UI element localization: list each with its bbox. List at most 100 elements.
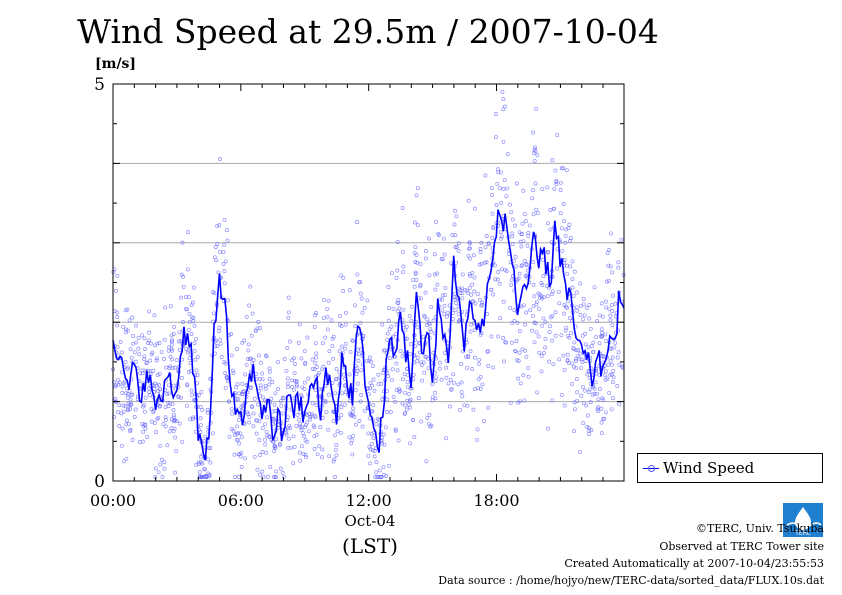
scatter-point — [499, 267, 504, 272]
scatter-point — [119, 411, 124, 416]
scatter-point — [533, 321, 538, 326]
scatter-point — [113, 397, 118, 401]
scatter-point — [298, 458, 303, 463]
scatter-point — [320, 341, 325, 346]
scatter-point — [221, 261, 226, 266]
scatter-point — [594, 391, 599, 396]
scatter-point — [586, 345, 591, 350]
scatter-point — [339, 413, 344, 417]
scatter-point — [171, 429, 176, 434]
scatter-point — [140, 371, 145, 376]
scatter-point — [225, 238, 230, 243]
scatter-point — [157, 341, 162, 345]
scatter-point — [385, 410, 390, 414]
scatter-point — [443, 285, 448, 290]
scatter-point — [292, 444, 297, 449]
scatter-point — [274, 437, 279, 442]
scatter-point — [539, 369, 544, 374]
scatter-point — [285, 346, 290, 350]
scatter-point — [414, 277, 419, 282]
scatter-point — [478, 386, 483, 391]
scatter-point — [427, 273, 432, 278]
scatter-point — [583, 331, 588, 336]
scatter-point — [343, 341, 348, 346]
scatter-point — [494, 135, 498, 140]
scatter-point — [591, 349, 596, 354]
scatter-point — [130, 438, 135, 442]
scatter-point — [312, 367, 317, 372]
scatter-point — [413, 270, 418, 275]
scatter-point — [154, 430, 158, 435]
scatter-point — [377, 468, 382, 473]
scatter-point — [186, 327, 191, 332]
scatter-point — [124, 418, 129, 423]
scatter-point — [289, 385, 294, 389]
scatter-point — [353, 422, 358, 427]
scatter-point — [559, 392, 564, 397]
scatter-point — [299, 444, 304, 449]
scatter-point — [286, 295, 291, 300]
scatter-point — [610, 380, 615, 385]
scatter-point — [583, 388, 588, 393]
scatter-point — [531, 304, 536, 309]
scatter-point — [379, 475, 384, 479]
scatter-point — [301, 452, 306, 457]
scatter-point — [362, 306, 367, 311]
scatter-point — [485, 349, 490, 354]
scatter-point — [242, 338, 247, 343]
scatter-point — [257, 438, 262, 442]
scatter-point — [357, 419, 362, 423]
scatter-point — [513, 349, 518, 354]
scatter-point — [223, 259, 228, 264]
credit-site: Observed at TERC Tower site — [659, 540, 824, 553]
scatter-point — [592, 285, 597, 290]
scatter-point — [184, 403, 189, 408]
scatter-point — [586, 425, 591, 430]
scatter-point — [608, 372, 613, 377]
scatter-point — [616, 350, 621, 355]
scatter-point — [579, 393, 584, 398]
scatter-point — [254, 431, 259, 436]
scatter-point — [535, 210, 540, 215]
scatter-point — [565, 352, 570, 357]
scatter-point — [169, 333, 174, 338]
scatter-point — [370, 448, 375, 453]
scatter-point — [517, 271, 522, 276]
scatter-point — [510, 234, 515, 239]
scatter-point — [194, 368, 199, 373]
axis-ticks — [112, 83, 625, 482]
scatter-point — [478, 247, 483, 251]
scatter-point — [114, 288, 118, 293]
scatter-point — [355, 381, 360, 386]
scatter-point — [418, 262, 423, 267]
scatter-point — [172, 383, 176, 388]
scatter-point — [142, 409, 147, 414]
scatter-point — [231, 371, 236, 375]
scatter-point — [163, 418, 168, 422]
scatter-point — [314, 311, 319, 315]
scatter-point — [191, 285, 196, 290]
scatter-point — [115, 273, 120, 278]
scatter-point — [152, 313, 157, 318]
scatter-point — [600, 334, 605, 339]
scatter-point — [213, 245, 218, 249]
scatter-point — [428, 424, 433, 429]
scatter-point — [282, 475, 287, 479]
scatter-point — [233, 475, 238, 479]
scatter-point — [535, 153, 540, 158]
scatter-point — [116, 410, 121, 415]
scatter-point — [278, 399, 283, 404]
scatter-point — [372, 388, 377, 393]
scatter-point — [560, 248, 565, 253]
scatter-point — [177, 347, 182, 352]
scatter-point — [180, 439, 185, 444]
scatter-point — [513, 254, 518, 259]
scatter-point — [525, 243, 530, 248]
scatter-point — [467, 240, 472, 245]
scatter-point — [359, 368, 364, 373]
scatter-point — [191, 319, 196, 324]
scatter-point — [331, 459, 336, 464]
scatter-point — [603, 332, 608, 337]
scatter-point — [599, 301, 604, 306]
scatter-point — [513, 223, 517, 228]
